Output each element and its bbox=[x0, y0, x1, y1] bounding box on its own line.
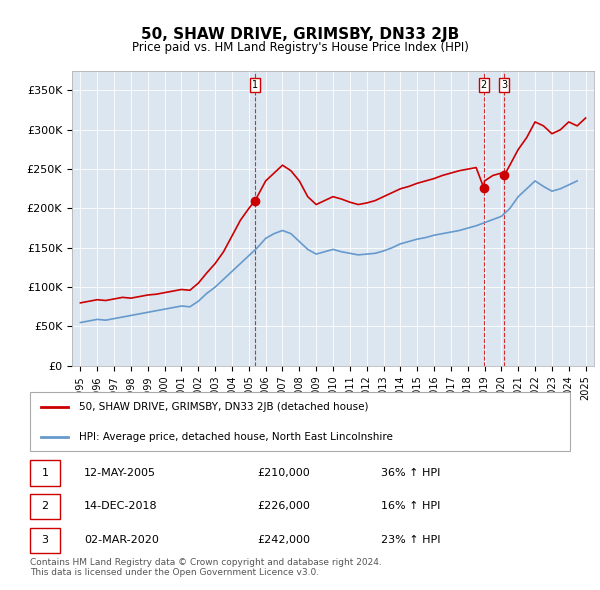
Text: 50, SHAW DRIVE, GRIMSBY, DN33 2JB (detached house): 50, SHAW DRIVE, GRIMSBY, DN33 2JB (detac… bbox=[79, 402, 368, 412]
Text: 3: 3 bbox=[501, 80, 508, 90]
FancyBboxPatch shape bbox=[30, 460, 60, 486]
Text: 3: 3 bbox=[41, 535, 49, 545]
Text: 12-MAY-2005: 12-MAY-2005 bbox=[84, 468, 156, 478]
Text: 36% ↑ HPI: 36% ↑ HPI bbox=[381, 468, 440, 478]
Text: £226,000: £226,000 bbox=[257, 501, 310, 511]
Text: 14-DEC-2018: 14-DEC-2018 bbox=[84, 501, 158, 511]
Text: Contains HM Land Registry data © Crown copyright and database right 2024.
This d: Contains HM Land Registry data © Crown c… bbox=[30, 558, 382, 577]
Text: 50, SHAW DRIVE, GRIMSBY, DN33 2JB: 50, SHAW DRIVE, GRIMSBY, DN33 2JB bbox=[141, 27, 459, 41]
FancyBboxPatch shape bbox=[30, 493, 60, 519]
Text: 1: 1 bbox=[41, 468, 49, 478]
Text: HPI: Average price, detached house, North East Lincolnshire: HPI: Average price, detached house, Nort… bbox=[79, 432, 392, 441]
Text: £210,000: £210,000 bbox=[257, 468, 310, 478]
FancyBboxPatch shape bbox=[30, 392, 570, 451]
Text: 2: 2 bbox=[41, 501, 49, 511]
Text: 1: 1 bbox=[252, 80, 258, 90]
Text: 2: 2 bbox=[481, 80, 487, 90]
Text: Price paid vs. HM Land Registry's House Price Index (HPI): Price paid vs. HM Land Registry's House … bbox=[131, 41, 469, 54]
Text: 16% ↑ HPI: 16% ↑ HPI bbox=[381, 501, 440, 511]
FancyBboxPatch shape bbox=[30, 527, 60, 553]
Text: 23% ↑ HPI: 23% ↑ HPI bbox=[381, 535, 440, 545]
Text: 02-MAR-2020: 02-MAR-2020 bbox=[84, 535, 159, 545]
Text: £242,000: £242,000 bbox=[257, 535, 310, 545]
